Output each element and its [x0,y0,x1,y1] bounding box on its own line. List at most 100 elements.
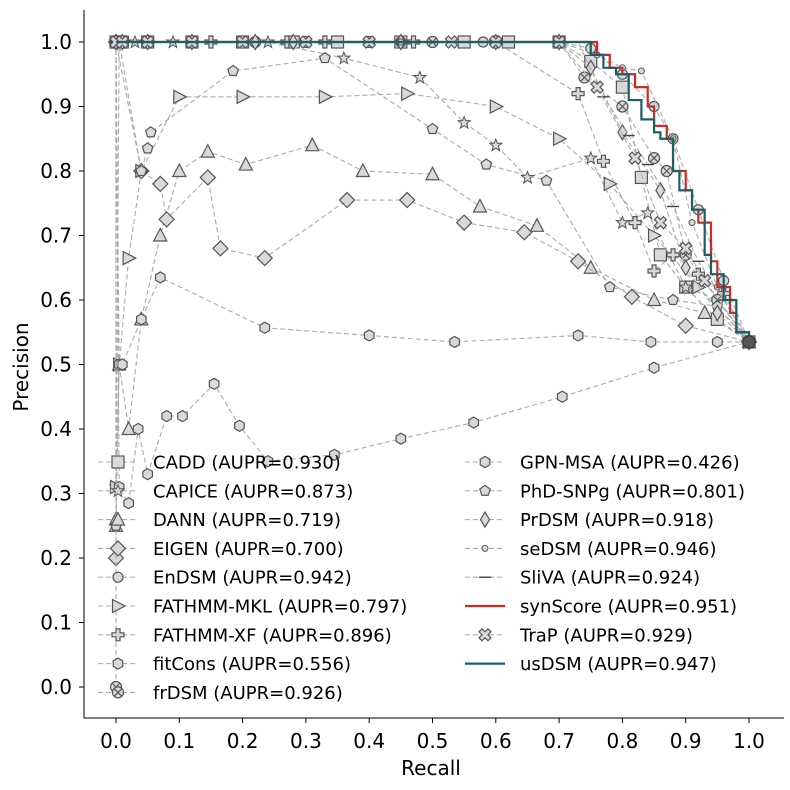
data-point [489,99,505,114]
data-point [336,50,352,65]
data-point [572,329,584,342]
data-point [412,70,428,85]
data-point [615,215,630,230]
data-point [161,409,173,423]
legend-label: DANN (AUPR=0.719) [153,510,341,531]
legend-marker [479,510,491,529]
y-tick-label: 0.3 [40,482,72,506]
legend-item-gpn-msa: GPN-MSA (AUPR=0.426) [465,453,740,474]
data-point [647,152,661,165]
data-point [488,137,504,152]
legend-label: frDSM (AUPR=0.926) [153,683,343,704]
data-point [227,64,240,77]
legend-item-fathmm-mkl: FATHMM-MKL (AUPR=0.797) [98,597,407,618]
legend-marker [110,483,126,498]
data-point [262,455,274,468]
data-point [318,51,331,64]
data-point [628,151,642,165]
data-point [677,317,695,335]
data-point [615,80,630,94]
data-point [456,115,472,130]
legend-marker [479,455,491,469]
data-point [648,361,660,374]
series-trap [109,35,756,349]
legend-label: SliVA (AUPR=0.924) [520,568,700,589]
data-point [667,293,679,306]
y-axis-label: Precision [9,322,33,411]
legend-label: FATHMM-XF (AUPR=0.896) [153,625,392,646]
x-tick-label: 0.5 [417,729,449,753]
data-point [132,422,144,436]
data-point [234,419,245,432]
data-point [425,165,440,181]
data-point [256,249,274,267]
data-point [645,335,657,349]
data-point [480,158,493,170]
series-fitcons [110,35,755,371]
x-tick-label: 0.6 [480,729,512,753]
data-point [697,273,712,288]
data-point [135,164,148,177]
data-point [556,390,568,403]
data-point [135,313,147,326]
endpoint-marker [742,335,756,349]
data-point [171,162,187,178]
data-point [552,131,568,147]
y-tick-label: 0.7 [40,224,72,248]
legend-marker [112,571,124,583]
legend-item-dann: DANN (AUPR=0.719) [98,510,341,531]
legend-label: EnDSM (AUPR=0.942) [153,568,352,589]
data-point [585,59,596,77]
data-point [680,259,691,277]
data-point [199,169,217,186]
legend-item-sliva: SliVA (AUPR=0.924) [465,568,700,589]
data-point [637,67,645,75]
legend-label: CAPICE (AUPR=0.873) [153,481,353,502]
legend-label: FATHMM-MKL (AUPR=0.797) [153,597,407,618]
series-line [116,40,751,342]
data-point [647,264,661,278]
x-tick-label: 0.3 [290,729,322,753]
data-point [603,280,616,293]
x-tick-label: 0.9 [670,729,702,753]
data-point [398,191,416,209]
legend-marker [481,544,489,552]
data-point [603,176,619,192]
data-point [628,216,642,230]
legend-item-fathmm-xf: FATHMM-XF (AUPR=0.896) [98,625,392,646]
data-point [634,170,648,185]
y-tick-label: 0.2 [40,546,72,570]
data-point [569,252,587,270]
data-point [596,154,611,168]
data-point [236,89,251,105]
data-point [515,223,533,241]
series-line [115,41,749,366]
data-point [697,304,713,319]
data-point [472,198,488,213]
legend-item-synscore: synScore (AUPR=0.951) [465,597,737,618]
data-point [401,86,416,102]
data-point [678,279,694,294]
data-point [571,86,585,101]
legend-item-usdsm: usDSM (AUPR=0.947) [465,654,717,675]
data-point [520,170,535,185]
data-point [426,122,439,135]
data-point [653,248,667,262]
legend-label: fitCons (AUPR=0.556) [153,654,351,675]
data-point [363,329,375,342]
legend-item-phd-snpg: PhD-SNPg (AUPR=0.801) [465,481,745,502]
data-point [711,335,723,349]
axes: 0.0 0.1 0.2 0.3 0.4 0.5 0.6 0.7 0.8 0.9 1.0 0.0 0.1… [9,10,784,780]
x-tick-label: 0.2 [227,729,259,753]
legend-label: PrDSM (AUPR=0.918) [520,510,714,531]
x-tick-label: 0.8 [606,729,638,753]
legend: CADD (AUPR=0.930) CAPICE (AUPR=0.873) DANN… [98,453,745,704]
data-point [395,432,407,445]
legend-label: seDSM (AUPR=0.946) [520,539,717,560]
x-tick-label: 1.0 [733,729,765,753]
data-point [640,205,656,220]
data-point [647,228,663,243]
data-point [666,248,680,262]
legend-label: usDSM (AUPR=0.947) [520,654,717,675]
legend-marker [111,628,125,642]
